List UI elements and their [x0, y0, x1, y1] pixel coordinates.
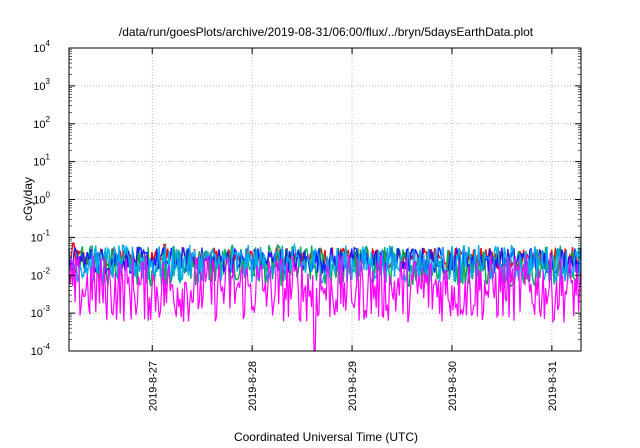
x-tick-label: 2019-8-31: [547, 361, 559, 411]
series-line-1: [68, 242, 582, 272]
series-group: [68, 242, 582, 352]
y-tick-label: 10-3: [31, 304, 51, 320]
x-axis-label: Coordinated Universal Time (UTC): [234, 430, 418, 444]
gridlines: [69, 48, 581, 351]
y-tick-label: 104: [33, 39, 50, 55]
y-axis-label: cGy/day: [21, 177, 35, 221]
y-tick-label: 101: [33, 153, 50, 169]
chart-title: /data/run/goesPlots/archive/2019-08-31/0…: [119, 25, 534, 39]
y-tick-label: 10-2: [31, 266, 51, 282]
series-line-3: [68, 245, 582, 276]
series-line-5: [68, 254, 582, 352]
x-axis-ticks: 2019-8-27 2019-8-28 2019-8-29 2019-8-30 2019…: [147, 48, 559, 411]
x-tick-label: 2019-8-29: [347, 361, 359, 411]
y-axis-ticks: 10-4 10-3 10-2 10-1 100 101 102 103 104: [31, 39, 581, 358]
y-tick-label: 100: [33, 191, 50, 207]
x-tick-label: 2019-8-27: [147, 361, 159, 411]
y-tick-label: 102: [33, 115, 50, 131]
y-tick-label: 10-1: [31, 228, 51, 244]
y-tick-label: 10-4: [31, 342, 51, 358]
x-tick-label: 2019-8-28: [247, 361, 259, 411]
x-tick-label: 2019-8-30: [447, 361, 459, 411]
y-tick-label: 103: [33, 77, 50, 93]
